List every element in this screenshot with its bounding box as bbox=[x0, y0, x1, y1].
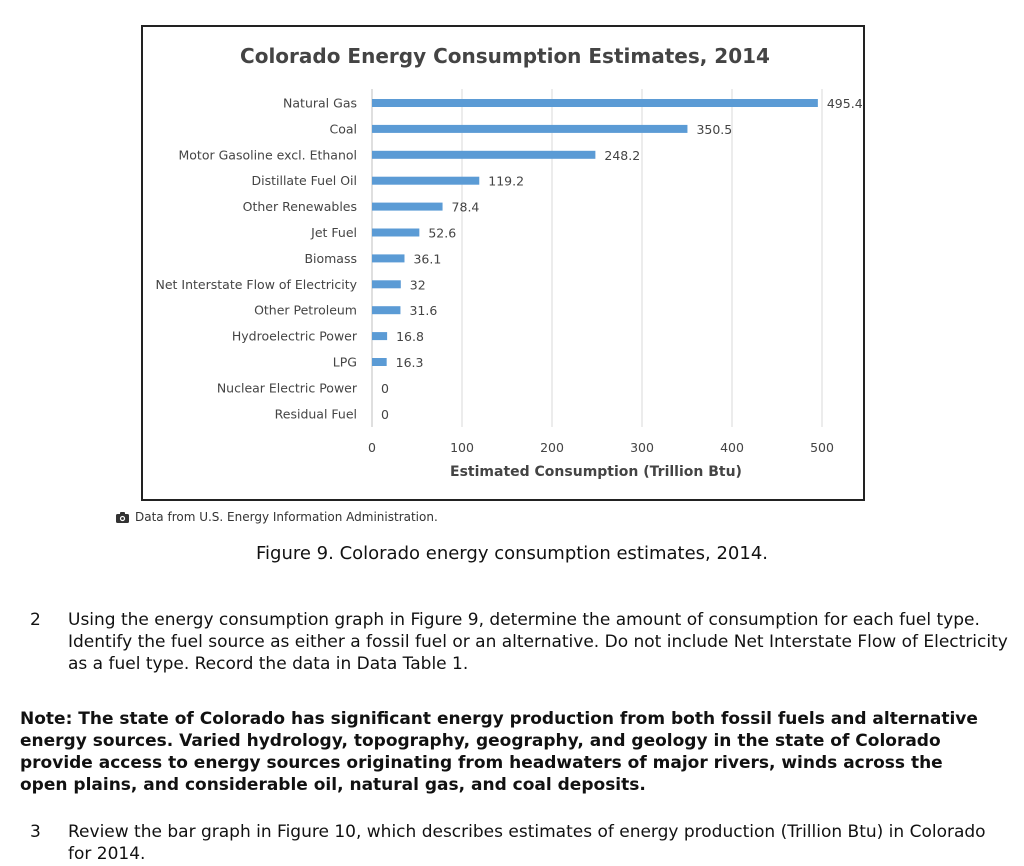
data-label: 119.2 bbox=[488, 174, 524, 189]
category-label: Residual Fuel bbox=[275, 406, 357, 421]
step-text: Review the bar graph in Figure 10, which… bbox=[68, 822, 986, 864]
x-tick-label: 300 bbox=[630, 440, 654, 455]
data-label: 248.2 bbox=[604, 148, 640, 163]
bar bbox=[372, 150, 596, 159]
bar bbox=[372, 254, 405, 263]
x-axis-label: Estimated Consumption (Trillion Btu) bbox=[450, 464, 742, 480]
bar bbox=[372, 358, 387, 366]
category-label: Jet Fuel bbox=[310, 225, 357, 240]
step-text: Using the energy consumption graph in Fi… bbox=[68, 609, 1010, 675]
bar bbox=[372, 202, 443, 211]
bar bbox=[372, 332, 388, 341]
bar-chart: Colorado Energy Consumption Estimates, 2… bbox=[155, 44, 863, 480]
category-label: Natural Gas bbox=[283, 96, 357, 111]
bar bbox=[372, 99, 818, 107]
category-labels: Natural Gas Coal Motor Gasoline excl. Etha… bbox=[155, 96, 357, 422]
step-3: 3 Review the bar graph in Figure 10, whi… bbox=[20, 821, 1010, 865]
category-label: Nuclear Electric Power bbox=[217, 380, 358, 395]
image-credit: Data from U.S. Energy Information Admini… bbox=[116, 510, 438, 524]
bar bbox=[372, 228, 420, 237]
camera-icon bbox=[116, 511, 129, 523]
x-tick-label: 400 bbox=[720, 440, 744, 455]
caption-label: Figure 9. bbox=[255, 543, 334, 564]
data-label: 0 bbox=[381, 407, 389, 422]
category-label: Other Petroleum bbox=[254, 303, 357, 318]
step-text-before: Using the energy consumption graph in Fi… bbox=[68, 610, 1008, 674]
note-paragraph: Note: The state of Colorado has signific… bbox=[20, 709, 978, 795]
value-labels: 495.4 350.5 248.2 119.2 78.4 52.6 36.1 32 31.6 16… bbox=[381, 96, 863, 422]
x-tick-label: 500 bbox=[810, 440, 834, 455]
bars bbox=[372, 99, 818, 366]
bar bbox=[372, 124, 688, 133]
category-label: Hydroelectric Power bbox=[232, 329, 358, 344]
data-label: 16.3 bbox=[396, 355, 424, 370]
data-label: 495.4 bbox=[827, 96, 863, 111]
category-label: Motor Gasoline excl. Ethanol bbox=[179, 147, 358, 162]
category-label: Coal bbox=[329, 121, 357, 136]
category-label: Biomass bbox=[304, 251, 357, 266]
figure-caption: Figure 9. Colorado energy consumption es… bbox=[0, 543, 1024, 564]
data-label: 36.1 bbox=[413, 251, 441, 266]
step-number: 3 bbox=[30, 822, 41, 842]
category-label: Net Interstate Flow of Electricity bbox=[155, 277, 357, 292]
category-label: Distillate Fuel Oil bbox=[251, 173, 357, 188]
bar bbox=[372, 280, 401, 289]
data-label: 0 bbox=[381, 381, 389, 396]
x-tick-label: 200 bbox=[540, 440, 564, 455]
data-label: 31.6 bbox=[409, 303, 437, 318]
data-label: 52.6 bbox=[428, 226, 456, 241]
data-table-link[interactable]: Data Table 1 bbox=[356, 654, 463, 674]
bar bbox=[372, 306, 401, 315]
data-label: 78.4 bbox=[452, 200, 480, 215]
data-label: 350.5 bbox=[696, 122, 732, 137]
step-2: 2 Using the energy consumption graph in … bbox=[20, 609, 1010, 675]
step-text-after: . bbox=[462, 654, 469, 674]
data-label: 32 bbox=[410, 277, 426, 292]
x-tick-label: 0 bbox=[368, 440, 376, 455]
category-label: Other Renewables bbox=[243, 199, 357, 214]
credit-text: Data from U.S. Energy Information Admini… bbox=[135, 510, 438, 524]
x-tick-label: 100 bbox=[450, 440, 474, 455]
bar bbox=[372, 176, 480, 185]
category-label: LPG bbox=[333, 355, 357, 370]
chart-title: Colorado Energy Consumption Estimates, 2… bbox=[240, 44, 770, 68]
chart-frame: Colorado Energy Consumption Estimates, 2… bbox=[141, 25, 865, 501]
x-tick-labels: 0 100 200 300 400 500 bbox=[368, 440, 834, 455]
caption-text: Colorado energy consumption estimates, 2… bbox=[339, 543, 769, 564]
data-label: 16.8 bbox=[396, 329, 424, 344]
step-number: 2 bbox=[30, 610, 41, 630]
